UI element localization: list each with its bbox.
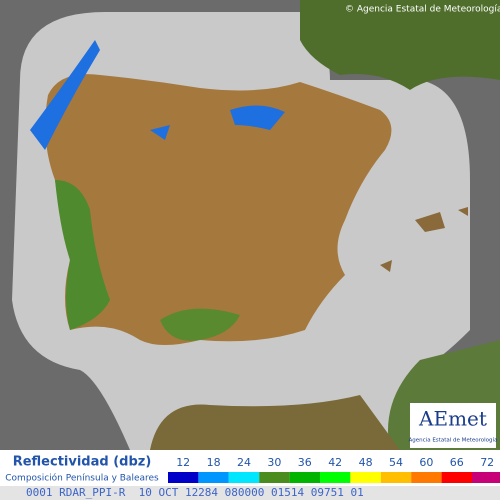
legend-value: 36 [298, 456, 312, 469]
legend-value: 42 [328, 456, 342, 469]
legend-swatch [380, 472, 412, 483]
legend-swatch [198, 472, 229, 483]
mallorca [415, 212, 445, 232]
legend-swatch [259, 472, 290, 483]
legend-value: 72 [480, 456, 494, 469]
france-land [300, 0, 500, 90]
iberia-land [45, 74, 392, 345]
legend-swatch [320, 472, 351, 483]
status-bar [0, 486, 500, 500]
legend-value: 66 [450, 456, 464, 469]
legend-swatch [472, 472, 500, 483]
portugal-lowland [55, 180, 110, 330]
ibiza [380, 260, 392, 272]
copyright: © Agencia Estatal de Meteorología [345, 5, 500, 15]
guadalquivir [160, 308, 240, 341]
legend-swatch [411, 472, 442, 483]
legend-value: 60 [419, 456, 433, 469]
legend-subtitle: Composición Península y Baleares [5, 473, 159, 484]
legend-swatch [168, 472, 199, 483]
legend-swatch [350, 472, 381, 483]
logo-name: AEmet [418, 407, 487, 431]
legend-value: 48 [359, 456, 373, 469]
menorca [458, 207, 468, 216]
legend-scale: 12 18 24 30 36 42 48 54 60 66 72 [168, 456, 500, 483]
legend-value: 24 [237, 456, 251, 469]
africa-land [150, 395, 400, 450]
legend-swatch [228, 472, 260, 483]
logo-box [410, 403, 496, 448]
legend-value: 18 [207, 456, 221, 469]
legend-value: 30 [267, 456, 281, 469]
logo-subtitle: Agencia Estatal de Meteorología [409, 437, 498, 444]
legend-title: Reflectividad (dbz) [13, 455, 152, 470]
radar-echoes [30, 40, 285, 150]
legend-swatch [289, 472, 320, 483]
legend-value: 54 [389, 456, 403, 469]
status-text: 0001 RDAR_PPI-R 10 OCT 12284 080000 0151… [26, 486, 364, 499]
legend-value: 12 [176, 456, 190, 469]
legend-swatch [441, 472, 472, 483]
